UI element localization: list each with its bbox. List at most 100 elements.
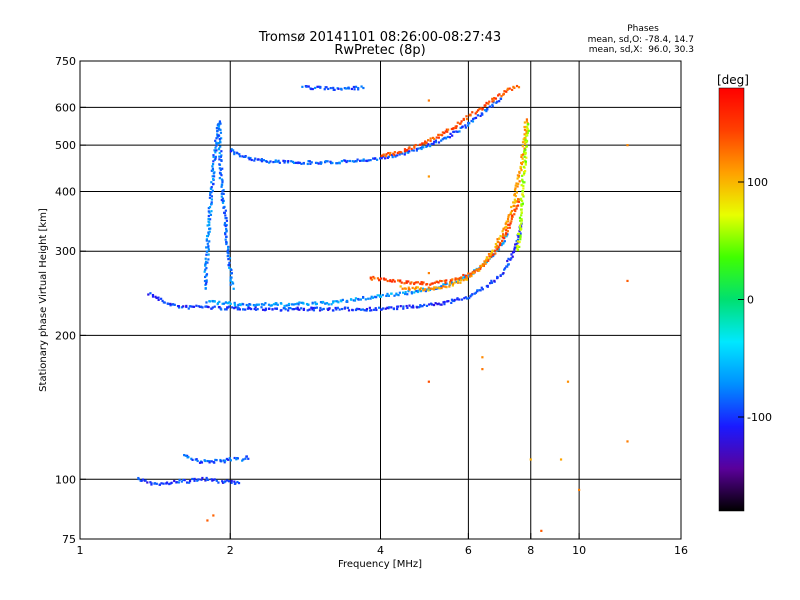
data-point — [471, 111, 474, 114]
colorbar-tick-label: 100 — [747, 176, 768, 189]
data-point — [498, 93, 501, 96]
data-point — [225, 227, 228, 231]
data-point — [462, 273, 465, 277]
data-point — [200, 461, 204, 464]
data-point — [497, 241, 500, 244]
data-point — [465, 115, 468, 118]
data-point — [389, 279, 392, 282]
data-point — [517, 235, 520, 238]
data-point — [224, 459, 227, 462]
data-point — [427, 380, 430, 383]
data-point — [413, 291, 416, 294]
data-point — [204, 459, 207, 463]
data-point — [214, 155, 217, 158]
data-point — [507, 223, 510, 226]
data-point — [231, 306, 234, 309]
data-point — [331, 309, 335, 312]
data-point — [525, 133, 528, 137]
data-point — [454, 278, 457, 281]
data-point — [284, 308, 287, 311]
data-point — [398, 150, 401, 154]
data-point — [479, 264, 482, 268]
data-point — [284, 160, 287, 163]
data-point — [485, 101, 488, 105]
data-point — [519, 197, 523, 200]
data-point — [227, 305, 231, 308]
data-point — [477, 268, 480, 271]
data-point — [200, 305, 203, 308]
data-point — [372, 275, 375, 279]
data-point — [149, 292, 152, 295]
data-point — [224, 231, 227, 235]
data-point — [444, 130, 447, 133]
data-point — [208, 223, 211, 227]
data-point — [424, 140, 427, 143]
data-point — [494, 252, 497, 255]
data-point — [433, 281, 437, 284]
data-point — [415, 149, 418, 152]
data-point — [356, 307, 359, 310]
data-point — [209, 213, 213, 216]
data-point — [415, 147, 419, 151]
data-point — [519, 234, 522, 237]
data-point — [242, 308, 245, 311]
data-point — [187, 456, 190, 459]
data-point — [290, 303, 293, 306]
data-point — [219, 131, 223, 134]
data-point — [429, 145, 432, 148]
data-point — [196, 479, 199, 482]
data-point — [474, 291, 477, 294]
data-point — [456, 280, 460, 283]
data-point — [437, 302, 440, 305]
data-point — [205, 478, 208, 481]
data-point — [437, 133, 440, 136]
data-point — [314, 161, 318, 164]
data-point — [229, 459, 232, 462]
data-point — [518, 240, 521, 244]
data-point — [157, 298, 160, 302]
data-point — [207, 210, 210, 213]
data-point — [523, 133, 526, 136]
data-point — [233, 456, 236, 460]
data-point — [514, 184, 517, 187]
data-point — [464, 124, 467, 127]
data-point — [283, 306, 286, 310]
data-point — [468, 296, 471, 300]
data-point — [469, 114, 472, 117]
data-point — [521, 157, 524, 160]
data-point — [448, 136, 452, 139]
data-point — [229, 150, 233, 153]
data-point — [515, 205, 518, 208]
data-point — [483, 260, 486, 263]
stats-line-o: mean, sd,O: -78.4, 14.7 — [588, 35, 694, 45]
data-point — [185, 481, 189, 484]
data-point — [445, 279, 448, 282]
data-point — [512, 204, 516, 207]
data-point — [461, 125, 464, 128]
data-point — [435, 287, 438, 290]
data-point — [451, 284, 454, 287]
data-point — [233, 307, 236, 310]
data-point — [270, 304, 273, 307]
data-point — [447, 128, 450, 131]
data-point — [221, 200, 224, 203]
data-point — [465, 117, 469, 121]
data-point — [214, 151, 217, 154]
data-point — [437, 136, 440, 139]
data-point — [513, 208, 516, 211]
data-point — [177, 481, 180, 484]
data-point — [491, 103, 494, 106]
data-point — [522, 138, 525, 141]
data-point — [327, 87, 330, 91]
data-point — [205, 267, 208, 270]
data-point — [218, 120, 222, 123]
data-point — [204, 263, 207, 267]
data-point — [356, 158, 359, 161]
data-point — [292, 303, 295, 306]
data-point — [220, 174, 223, 177]
data-point — [522, 173, 526, 176]
data-point — [408, 150, 411, 153]
data-point — [340, 87, 343, 90]
data-point — [211, 189, 214, 192]
data-point — [208, 300, 211, 303]
